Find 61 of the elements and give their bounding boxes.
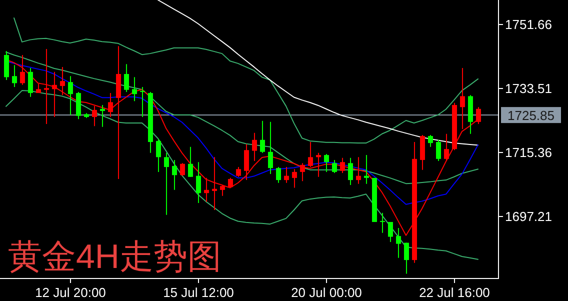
candlestick [388, 221, 393, 243]
candlestick [324, 153, 329, 172]
line-series [6, 52, 478, 184]
candlestick [180, 162, 185, 176]
candlestick [220, 184, 225, 196]
candlestick [356, 156, 361, 184]
x-tick-label: 20 Jul 00:00 [291, 285, 362, 300]
x-tick-label: 15 Jul 12:00 [163, 285, 234, 300]
candlestick [204, 177, 209, 202]
candlestick [428, 134, 433, 148]
candlestick [276, 166, 281, 184]
candlestick [316, 152, 321, 178]
candlestick [100, 104, 105, 128]
x-tick-label: 12 Jul 20:00 [35, 285, 106, 300]
candlestick [52, 71, 57, 118]
candlestick [444, 133, 449, 162]
candlestick [228, 177, 233, 188]
candlestick [380, 212, 385, 234]
candlestick [76, 91, 81, 120]
candlestick [292, 168, 297, 188]
candlestick [244, 144, 249, 181]
candlestick [300, 162, 305, 182]
candlestick [92, 106, 97, 127]
x-tick-label: 22 Jul 16:00 [419, 285, 490, 300]
candlestick [252, 132, 257, 162]
candlestick [284, 166, 289, 184]
candlestick [396, 227, 401, 258]
candlestick [260, 120, 265, 154]
line-series [14, 17, 478, 144]
candlestick [108, 92, 113, 118]
y-tick-label: 1751.66 [505, 17, 552, 32]
candlestick [236, 166, 241, 178]
y-tick-label: 1715.36 [505, 145, 552, 160]
candlestick [212, 156, 217, 210]
candlestick [268, 121, 273, 175]
candlestick [28, 68, 33, 98]
ref-line-label: 1725.85 [508, 108, 554, 124]
candlestick [60, 66, 65, 96]
y-tick-label: 1733.51 [505, 81, 552, 96]
candlestick [196, 162, 201, 204]
candlestick [68, 76, 73, 116]
candlestick [364, 154, 369, 184]
candlestick [4, 50, 9, 80]
candlestick [164, 152, 169, 216]
candlestick [420, 134, 425, 170]
candlestick [140, 86, 145, 118]
candlestick [156, 138, 161, 172]
text: 黄金4H走势图 [8, 238, 222, 276]
candlestick [436, 139, 441, 162]
candlestick [460, 68, 465, 130]
y-tick-label: 1697.21 [505, 209, 552, 224]
candlestick [172, 159, 177, 190]
candlestick [124, 64, 129, 92]
candlestick [348, 157, 353, 186]
candlestick [12, 64, 17, 88]
candlestick [340, 157, 345, 174]
candlestick [308, 141, 313, 168]
candlestick [132, 76, 137, 102]
candlestick [404, 242, 409, 274]
candlestick [332, 159, 337, 174]
candlestick [188, 146, 193, 178]
